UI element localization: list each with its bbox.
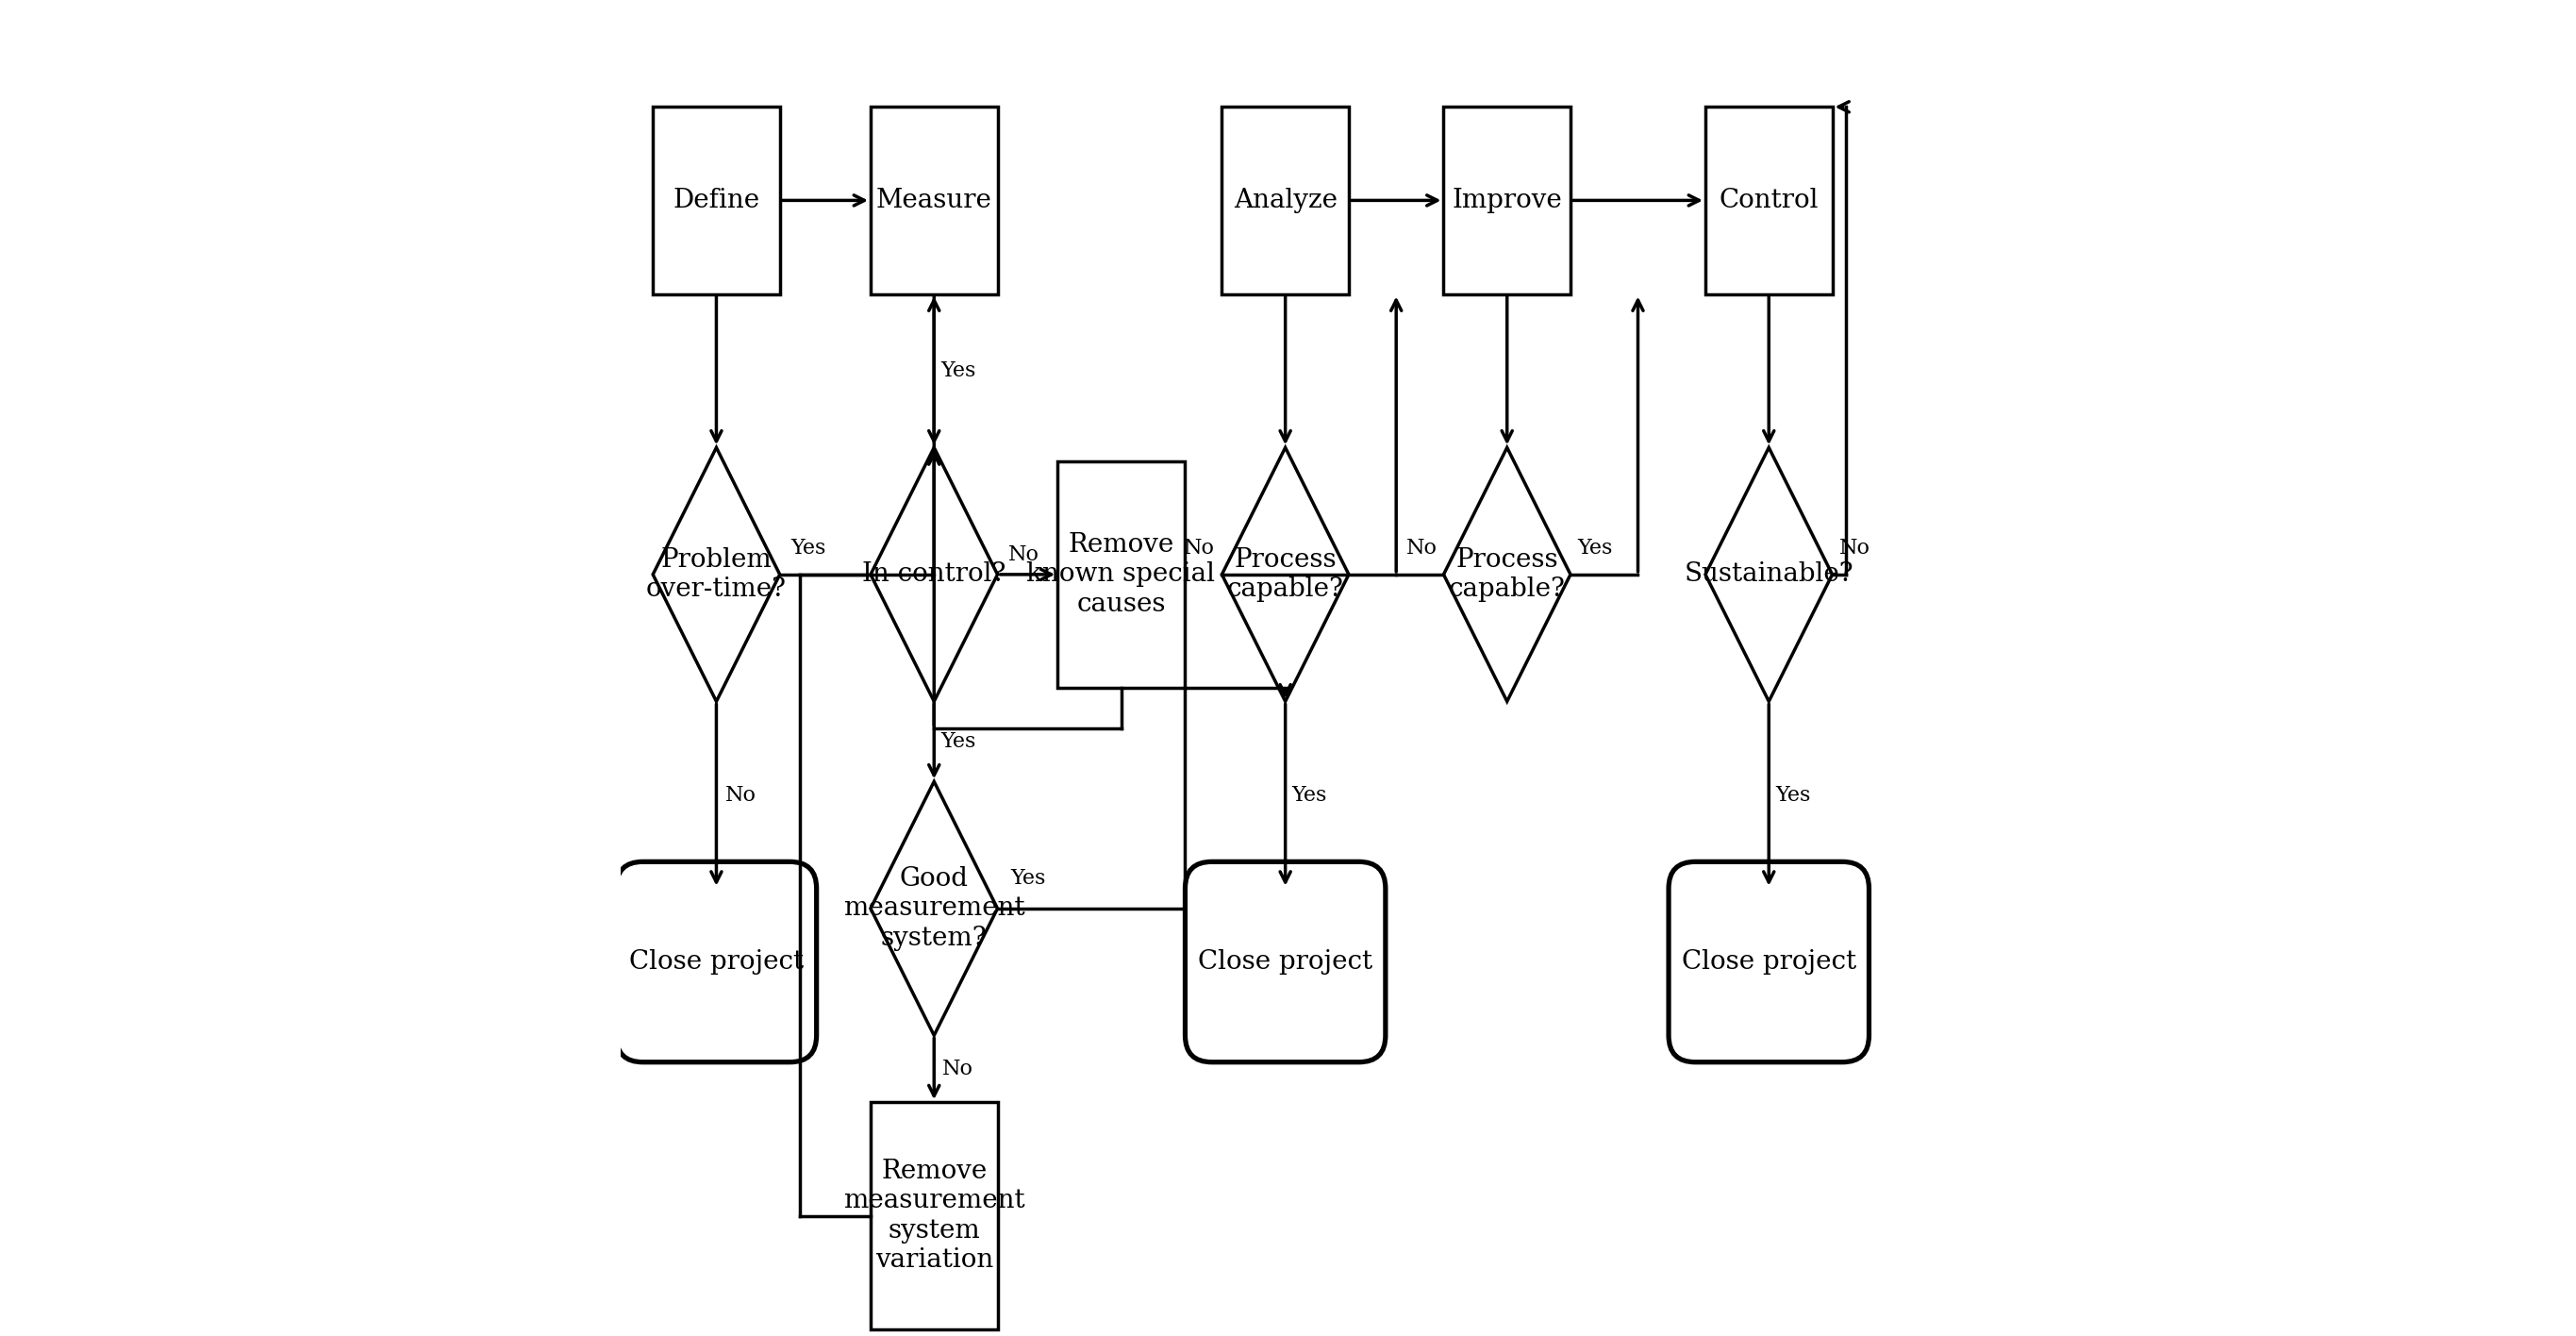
FancyBboxPatch shape (1185, 862, 1386, 1062)
Text: No: No (1185, 537, 1216, 558)
Text: Yes: Yes (940, 361, 976, 381)
Text: Yes: Yes (791, 537, 827, 558)
Text: Process
capable?: Process capable? (1448, 546, 1566, 603)
Text: Close project: Close project (1198, 949, 1373, 975)
Text: Remove
measurement
system
variation: Remove measurement system variation (842, 1158, 1025, 1273)
Text: Remove
known special
causes: Remove known special causes (1028, 532, 1216, 617)
Text: Close project: Close project (1682, 949, 1857, 975)
Text: Improve: Improve (1453, 187, 1561, 214)
FancyBboxPatch shape (1669, 862, 1870, 1062)
Text: Sustainable?: Sustainable? (1685, 561, 1855, 588)
Text: Close project: Close project (629, 949, 804, 975)
Polygon shape (1443, 448, 1571, 701)
Text: Yes: Yes (1010, 867, 1046, 888)
Text: No: No (943, 1058, 974, 1079)
FancyBboxPatch shape (616, 862, 817, 1062)
Text: Yes: Yes (1775, 784, 1811, 806)
Text: Good
measurement
system?: Good measurement system? (842, 866, 1025, 951)
Text: Control: Control (1718, 187, 1819, 214)
Polygon shape (1221, 448, 1350, 701)
Text: Yes: Yes (1577, 537, 1613, 558)
Polygon shape (871, 448, 997, 701)
FancyBboxPatch shape (1221, 107, 1350, 294)
Text: No: No (1010, 544, 1041, 565)
Text: Yes: Yes (940, 731, 976, 752)
FancyBboxPatch shape (1705, 107, 1832, 294)
Text: Process
capable?: Process capable? (1226, 546, 1345, 603)
Text: No: No (1406, 537, 1437, 558)
FancyBboxPatch shape (1059, 461, 1185, 688)
Text: Measure: Measure (876, 187, 992, 214)
Polygon shape (871, 782, 997, 1035)
Polygon shape (1705, 448, 1832, 701)
Text: No: No (1839, 537, 1870, 558)
Text: Analyze: Analyze (1234, 187, 1337, 214)
Text: Yes: Yes (1291, 784, 1327, 806)
Text: Problem
over-time?: Problem over-time? (647, 546, 786, 603)
Text: Define: Define (672, 187, 760, 214)
FancyBboxPatch shape (652, 107, 781, 294)
FancyBboxPatch shape (1443, 107, 1571, 294)
Text: In control?: In control? (863, 561, 1005, 588)
FancyBboxPatch shape (871, 1102, 997, 1329)
Text: No: No (724, 784, 755, 806)
Polygon shape (652, 448, 781, 701)
FancyBboxPatch shape (871, 107, 997, 294)
